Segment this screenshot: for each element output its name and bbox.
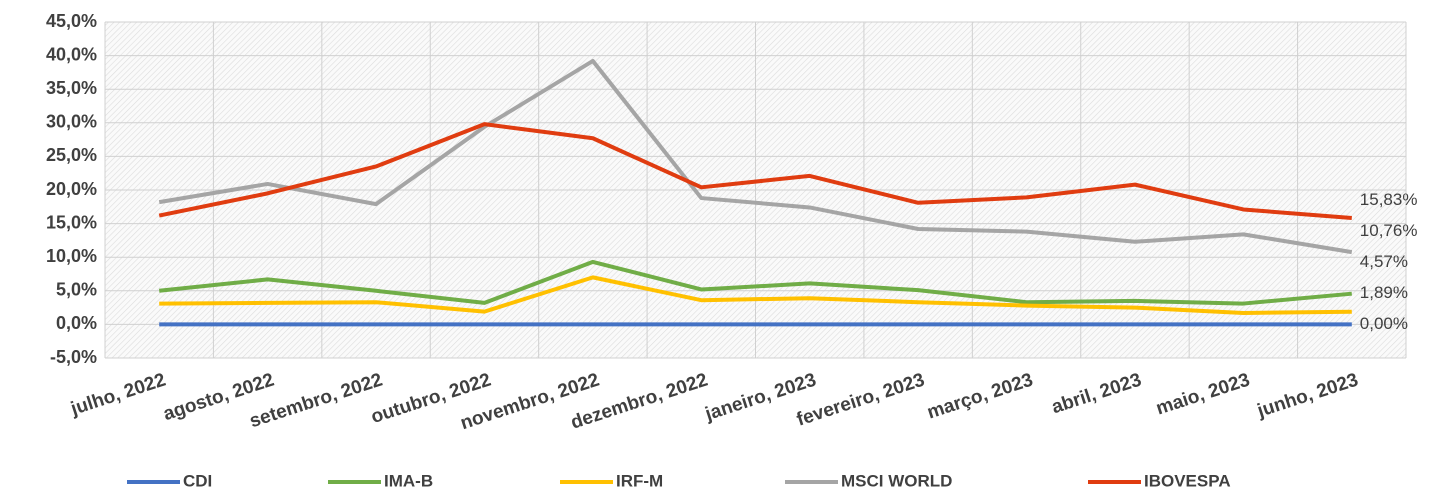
y-tick-label: 35,0% [46,78,97,98]
data-label: 1,89% [1360,283,1408,302]
data-label: 15,83% [1360,190,1418,209]
y-tick-label: 30,0% [46,112,97,132]
data-label: 4,57% [1360,252,1408,271]
y-tick-label: 10,0% [46,246,97,266]
legend-label: IMA-B [384,471,433,490]
series-line [158,259,1352,306]
x-tick-label: julho, 2022 [67,370,168,421]
y-tick-label: 15,0% [46,212,97,232]
y-tick-label: 5,0% [56,280,97,300]
data-label: 0,00% [1360,314,1408,333]
y-tick-label: 20,0% [46,179,97,199]
legend-label: IRF-M [616,471,663,490]
y-tick-label: 40,0% [46,44,97,64]
y-tick-label: 25,0% [46,145,97,165]
x-tick-label: maio, 2023 [1154,370,1253,420]
series-line [158,122,1352,221]
x-tick-label: junho, 2023 [1254,370,1361,423]
series-line [159,275,1352,315]
legend-label: MSCI WORLD [841,471,952,490]
series-line [158,58,1353,255]
data-label: 10,76% [1360,221,1418,240]
y-tick-label: 0,0% [56,313,97,333]
y-tick-label: -5,0% [50,347,97,367]
y-tick-label: 45,0% [46,11,97,31]
legend-label: CDI [183,471,212,490]
legend-label: IBOVESPA [1144,471,1231,490]
x-tick-label: abril, 2023 [1049,370,1144,419]
x-tick-label: março, 2023 [925,370,1036,424]
